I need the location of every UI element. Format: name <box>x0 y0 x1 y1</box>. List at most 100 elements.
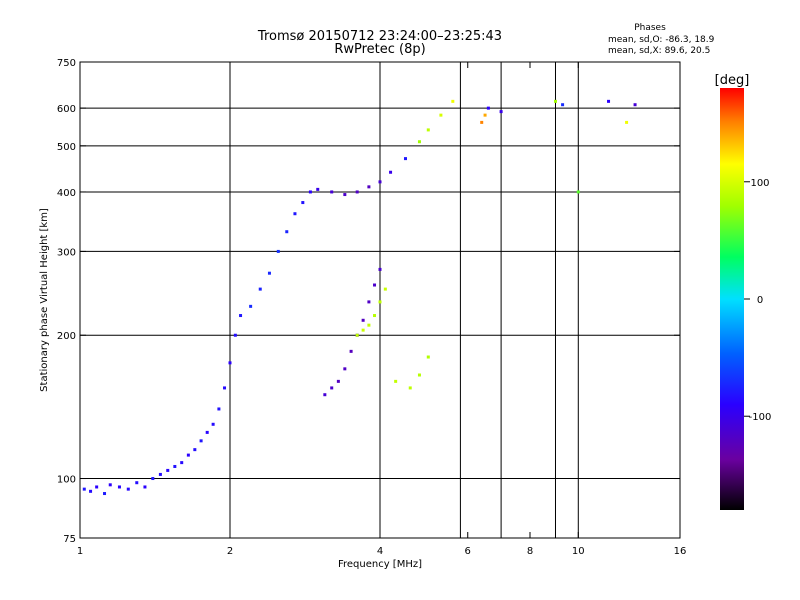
colorbar-tick-label: 0 <box>757 295 763 306</box>
data-point <box>173 464 177 468</box>
x-tick-label: 6 <box>465 546 471 557</box>
data-point <box>285 230 289 234</box>
x-tick-label: 1 <box>77 546 83 557</box>
data-point <box>389 170 393 174</box>
data-point <box>82 487 86 491</box>
data-point <box>417 140 421 144</box>
data-point <box>394 379 398 383</box>
data-point <box>561 103 565 107</box>
data-point <box>267 271 271 275</box>
data-point <box>553 99 557 103</box>
data-point <box>258 287 262 291</box>
data-point <box>276 249 280 253</box>
data-point <box>417 373 421 377</box>
x-tick-label: 4 <box>377 546 383 557</box>
data-point <box>499 110 503 114</box>
data-point <box>373 283 377 287</box>
data-point <box>383 287 387 291</box>
data-point <box>249 304 253 308</box>
colorbar-tick-label: 100 <box>750 178 769 189</box>
data-point <box>308 190 312 194</box>
data-point <box>361 318 365 322</box>
y-tick-label: 750 <box>57 58 76 69</box>
data-point <box>336 379 340 383</box>
y-tick-label: 75 <box>63 534 76 545</box>
data-point <box>625 120 629 124</box>
data-point <box>205 430 209 434</box>
y-tick-label: 400 <box>57 188 76 199</box>
data-point <box>451 99 455 103</box>
data-point <box>239 314 243 318</box>
data-point <box>355 333 359 337</box>
data-point <box>330 190 334 194</box>
chart-subtitle: RwPretec (8p) <box>334 42 425 57</box>
data-point <box>483 113 487 117</box>
data-point <box>223 386 227 390</box>
colorbar <box>720 88 744 510</box>
data-point <box>158 472 162 476</box>
data-point <box>151 477 155 481</box>
data-point <box>486 106 490 110</box>
data-point <box>343 367 347 371</box>
data-point <box>89 489 93 493</box>
data-point <box>301 201 305 205</box>
data-point <box>426 355 430 359</box>
data-point <box>607 99 611 103</box>
data-point <box>211 422 215 426</box>
data-point <box>233 333 237 337</box>
data-point <box>199 439 203 443</box>
data-point <box>217 407 221 411</box>
data-point <box>126 487 130 491</box>
data-point <box>316 187 320 191</box>
colorbar-tick-label: -100 <box>749 412 772 423</box>
data-point <box>373 314 377 318</box>
data-point <box>143 485 147 489</box>
data-point <box>408 386 412 390</box>
x-tick-label: 16 <box>674 546 687 557</box>
data-point <box>426 128 430 132</box>
data-point <box>166 468 170 472</box>
data-point <box>330 386 334 390</box>
data-point <box>180 461 184 465</box>
data-point <box>367 185 371 189</box>
data-point <box>403 157 407 161</box>
plot-area: 1 2 4 6 8 10 16 75 100 200 300 400 500 600 750 <box>57 58 686 557</box>
phase-stats-x: mean, sd,X: 89.6, 20.5 <box>608 46 710 56</box>
data-point <box>228 361 232 365</box>
data-point <box>323 393 327 397</box>
x-tick-label: 2 <box>227 546 233 557</box>
colorbar-ticks: 100 0 -100 <box>744 178 771 423</box>
y-tick-label: 300 <box>57 247 76 258</box>
x-axis-label: Frequency [MHz] <box>338 559 422 570</box>
data-point <box>576 190 580 194</box>
data-point <box>633 103 637 107</box>
data-point <box>355 190 359 194</box>
y-tick-label: 100 <box>57 475 76 486</box>
data-point <box>378 180 382 184</box>
data-point <box>480 120 484 124</box>
y-tick-label: 200 <box>57 331 76 342</box>
y-axis-label: Stationary phase Virtual Height [km] <box>39 208 50 392</box>
data-point <box>378 300 382 304</box>
data-point <box>135 481 139 485</box>
data-point <box>117 485 121 489</box>
data-point <box>439 113 443 117</box>
data-point <box>108 483 112 487</box>
data-point <box>193 448 197 452</box>
data-point <box>293 212 297 216</box>
data-point <box>361 328 365 332</box>
data-point <box>95 485 99 489</box>
y-tick-label: 600 <box>57 104 76 115</box>
data-point <box>349 349 353 353</box>
data-point <box>367 300 371 304</box>
chart-title: Tromsø 20150712 23:24:00–23:25:43 <box>257 29 502 44</box>
y-tick-label: 500 <box>57 142 76 153</box>
x-tick-label: 10 <box>572 546 585 557</box>
x-tick-label: 8 <box>527 546 533 557</box>
phase-stats-o: mean, sd,O: -86.3, 18.9 <box>608 35 715 45</box>
data-point <box>186 453 190 457</box>
data-point <box>103 492 107 496</box>
data-point <box>367 323 371 327</box>
data-point <box>343 193 347 197</box>
